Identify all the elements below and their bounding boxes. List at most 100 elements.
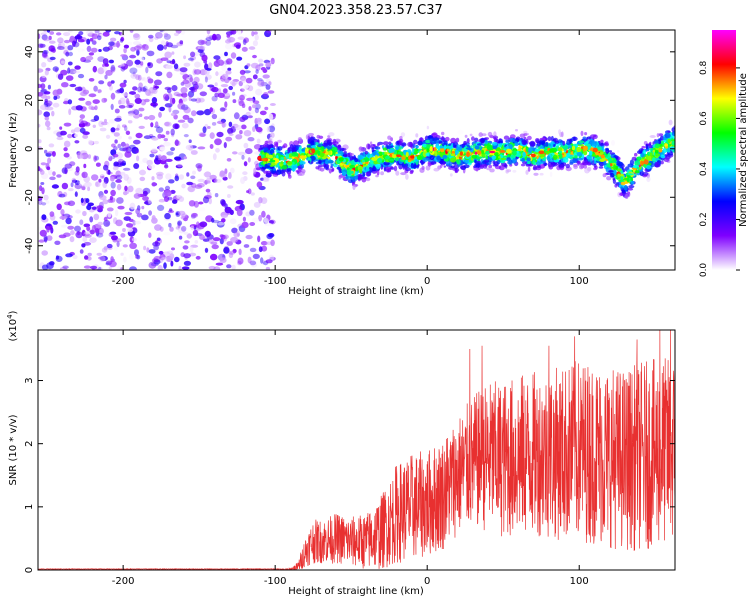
spectrogram-cell xyxy=(521,139,528,146)
spectrogram-cell xyxy=(593,167,598,171)
y-tick-label: 0 xyxy=(24,567,35,573)
spectrogram-cell xyxy=(255,88,263,96)
spectrogram-cell xyxy=(549,171,553,177)
spectrogram-cell xyxy=(122,244,128,248)
spectrogram-cell xyxy=(200,40,207,45)
spectrogram-cell xyxy=(206,177,211,183)
spectrogram-cell xyxy=(248,110,255,115)
spectrogram-cell xyxy=(221,73,229,80)
spectrogram-cell xyxy=(569,155,573,160)
spectrogram-cell xyxy=(218,79,225,83)
spectrogram-cell xyxy=(88,52,95,56)
spectrogram-cell xyxy=(396,145,399,151)
spectrogram-cell xyxy=(127,120,133,124)
spectrogram-cell xyxy=(117,266,121,270)
spectrogram-cell xyxy=(210,253,218,261)
spectrogram-cell xyxy=(617,161,624,167)
spectrogram-cell xyxy=(361,176,367,183)
spectrogram-cell xyxy=(506,157,511,162)
spectrogram-cell xyxy=(273,158,280,164)
spectrogram-cell xyxy=(53,130,61,135)
spectrogram-cell xyxy=(56,174,62,178)
spectrogram-cell xyxy=(163,121,172,127)
spectrogram-cell xyxy=(583,150,588,156)
spectrogram-cell xyxy=(110,181,116,189)
spectrogram-cell xyxy=(252,40,258,47)
spectrogram-cell xyxy=(231,227,238,234)
spectrogram-cell xyxy=(90,47,98,53)
spectrogram-cell xyxy=(93,155,97,162)
spectrogram-cell xyxy=(255,69,259,74)
spectrogram-cell xyxy=(587,155,593,161)
spectrogram-cell xyxy=(573,165,578,170)
spectrogram-cell xyxy=(87,154,91,159)
spectrogram-cell xyxy=(88,93,97,98)
spectrogram-cell xyxy=(188,200,196,207)
spectrogram-cell xyxy=(270,239,275,247)
spectrogram-cell xyxy=(433,167,440,172)
spectrogram-cell xyxy=(96,252,102,256)
spectrogram-cell xyxy=(119,171,126,176)
spectrogram-cell xyxy=(120,63,125,68)
spectrogram-cell xyxy=(600,142,604,147)
spectrogram-cell xyxy=(636,166,639,170)
spectrogram-cell xyxy=(237,257,244,265)
spectrogram-cell xyxy=(138,125,145,129)
spectrogram-cell xyxy=(138,107,145,112)
spectrogram-cell xyxy=(45,120,51,127)
spectrogram-cell xyxy=(281,170,286,177)
spectrogram-cell xyxy=(97,56,105,62)
spectrogram-cell xyxy=(343,150,347,154)
spectrogram-cell xyxy=(63,101,70,105)
spectrogram-cell xyxy=(136,49,140,56)
spectrogram-cell xyxy=(352,184,356,191)
spectrogram-cell xyxy=(375,153,380,156)
spectrogram-cell xyxy=(164,190,172,197)
spectrogram-cell xyxy=(40,93,47,99)
spectrogram-cell xyxy=(584,167,590,174)
spectrogram-cell xyxy=(130,73,138,79)
spectrogram-cell xyxy=(208,197,212,205)
spectrogram-cell xyxy=(88,78,95,82)
spectrogram-cell xyxy=(163,138,168,142)
spectrogram-cell xyxy=(212,219,220,224)
spectrogram-cell xyxy=(323,164,330,168)
spectrogram-cell xyxy=(78,97,86,101)
spectrogram-cell xyxy=(654,140,660,145)
spectrogram-cell xyxy=(429,138,433,143)
spectrogram-cell xyxy=(234,124,242,131)
spectrogram-cell xyxy=(129,54,137,59)
spectrogram-cell xyxy=(250,262,258,268)
spectrogram-cell xyxy=(646,176,651,183)
spectrogram-cell xyxy=(133,33,140,38)
spectrogram-cell xyxy=(146,247,150,253)
spectrogram-cell xyxy=(126,177,132,184)
spectrogram-cell xyxy=(433,137,440,141)
spectrogram-cell xyxy=(166,71,173,79)
spectrogram-cell xyxy=(225,70,232,75)
spectrogram-cell xyxy=(219,172,227,178)
spectrogram-cell xyxy=(543,156,547,160)
spectrogram-cell xyxy=(190,244,199,248)
spectrogram-cell xyxy=(241,221,249,229)
spectrogram-cell xyxy=(110,127,116,133)
spectrogram-cell xyxy=(332,149,336,156)
spectrogram-cell xyxy=(155,71,163,77)
spectrogram-cell xyxy=(559,153,563,160)
spectrogram-cell xyxy=(206,30,211,35)
spectrogram-cell xyxy=(338,168,343,172)
spectrogram-cell xyxy=(82,134,89,139)
spectrogram-cell xyxy=(82,232,90,237)
spectrogram-cell xyxy=(43,38,51,42)
spectrogram-cell xyxy=(256,138,261,144)
spectrogram-cell xyxy=(120,33,125,37)
spectrogram-cell xyxy=(224,78,230,84)
spectrogram-cell xyxy=(258,63,264,67)
spectrogram-cell xyxy=(607,152,611,159)
spectrogram-cell xyxy=(208,62,213,69)
spectrogram-cell xyxy=(484,137,489,140)
spectrogram-cell xyxy=(240,88,245,92)
spectrogram-cell xyxy=(512,169,517,173)
spectrogram-cell xyxy=(231,30,237,35)
spectrogram-cell xyxy=(123,79,127,84)
